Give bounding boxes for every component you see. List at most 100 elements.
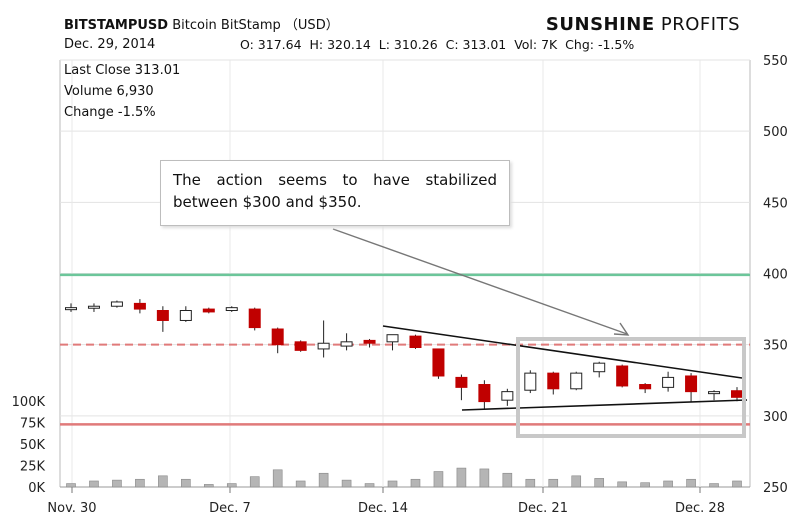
volume-tick-label: 100K <box>12 395 46 410</box>
volume-bar <box>502 472 513 488</box>
trendline-lower <box>461 399 748 411</box>
highlight-box <box>516 337 746 438</box>
volume-stat: Volume 6,930 <box>64 84 154 99</box>
grid-lines <box>59 59 751 493</box>
candle-body <box>409 335 422 349</box>
annotation-line-1: The action seems to have stabilized <box>173 171 497 189</box>
brand-light: PROFITS <box>654 14 740 35</box>
volume-bar <box>112 479 122 488</box>
y-tick-label: 450 <box>763 196 788 211</box>
volume-tick-label: 0K <box>28 481 45 496</box>
candle-body <box>501 391 514 401</box>
candle-body <box>570 372 583 390</box>
volume-bar <box>66 483 76 488</box>
volume-bar <box>732 480 742 488</box>
candle-body <box>616 365 629 387</box>
volume-tick-label: 25K <box>20 460 46 475</box>
candle-body <box>65 307 77 311</box>
instrument-name: Bitcoin BitStamp （USD） <box>172 18 339 33</box>
candle-body <box>363 339 376 344</box>
volume-bars <box>66 467 742 488</box>
volume-bar <box>203 484 214 488</box>
candle-body <box>87 305 100 309</box>
level-lines <box>60 273 750 426</box>
volume-bar <box>594 478 605 488</box>
candle-body <box>593 362 606 373</box>
candle-body <box>340 341 353 347</box>
volume-bar <box>433 471 444 488</box>
trendline-upper <box>382 325 743 379</box>
volume-bar <box>456 467 467 488</box>
axis-labels: 250 300 350 400 450 500 550 Nov. 30 Dec. 7 Dec. 1… <box>12 54 788 516</box>
overlay-annotations <box>332 228 748 438</box>
candle-body <box>639 384 652 390</box>
candle-body <box>478 384 491 403</box>
last-close-stat: Last Close 313.01 <box>64 63 181 78</box>
x-tick-label: Nov. 30 <box>47 501 96 516</box>
candle-body <box>708 391 721 395</box>
candle-body <box>317 342 330 350</box>
y-tick-label: 300 <box>763 410 788 425</box>
volume-bar <box>318 472 329 488</box>
volume-bar <box>89 480 99 488</box>
x-tick-label: Dec. 14 <box>358 501 408 516</box>
volume-tick-label: 50K <box>20 438 46 453</box>
candle-body <box>271 328 284 346</box>
volume-bar <box>686 478 696 488</box>
x-tick-label: Dec. 7 <box>209 501 251 516</box>
chart-title: BITSTAMPUSD Bitcoin BitStamp （USD） <box>64 14 339 33</box>
ohlc-readout: O: 317.64 H: 320.14 L: 310.26 C: 313.01 … <box>240 37 635 52</box>
volume-bar <box>295 480 306 488</box>
volume-bar <box>341 479 352 488</box>
volume-bar <box>135 478 145 488</box>
ticker-symbol: BITSTAMPUSD <box>64 18 169 33</box>
candle-body <box>202 308 215 313</box>
candle-body <box>455 376 468 388</box>
y-tick-label: 500 <box>763 125 788 140</box>
volume-bar <box>181 478 191 488</box>
y-tick-label: 350 <box>763 339 788 354</box>
volume-bar <box>548 478 559 488</box>
brand-bold: SUNSHINE <box>545 14 655 35</box>
y-tick-label: 400 <box>763 268 788 283</box>
candle-body <box>662 376 675 388</box>
candle-body <box>294 341 307 351</box>
candle-body <box>432 348 445 377</box>
volume-bar <box>158 475 168 488</box>
candle-body <box>225 307 238 312</box>
y-tick-label: 250 <box>763 481 788 496</box>
volume-bar <box>387 480 398 488</box>
volume-bar <box>617 481 627 488</box>
volume-tick-label: 75K <box>20 417 46 432</box>
y-tick-label: 550 <box>763 54 788 69</box>
volume-bar <box>479 468 490 488</box>
arrow-head <box>613 322 630 336</box>
candle-body <box>524 372 537 391</box>
x-tick-label: Dec. 21 <box>518 501 568 516</box>
candles <box>65 299 743 409</box>
candle-body <box>386 334 399 343</box>
candle-body <box>731 390 743 398</box>
volume-bar <box>640 482 650 488</box>
volume-bar <box>571 475 582 488</box>
volume-bar <box>364 483 375 488</box>
annotation-line-2: between $300 and $350. <box>173 193 362 211</box>
annotation-callout: The action seems to have stabilized betw… <box>160 160 510 226</box>
volume-bar <box>525 478 536 488</box>
candle-body <box>133 302 146 310</box>
volume-bar <box>410 478 421 488</box>
volume-bar <box>226 483 237 488</box>
x-tick-label: Dec. 28 <box>675 501 725 516</box>
candle-body <box>179 310 192 321</box>
candle-body <box>110 301 123 307</box>
brand-logo: SUNSHINE PROFITS <box>546 14 740 35</box>
change-stat: Change -1.5% <box>64 105 156 120</box>
volume-bar <box>272 469 283 488</box>
arrow-line <box>332 228 628 335</box>
volume-bar <box>249 476 260 488</box>
chart-date: Dec. 29, 2014 <box>64 37 156 52</box>
candle-body <box>685 375 698 393</box>
volume-bar <box>709 483 719 488</box>
candle-body <box>248 308 261 329</box>
